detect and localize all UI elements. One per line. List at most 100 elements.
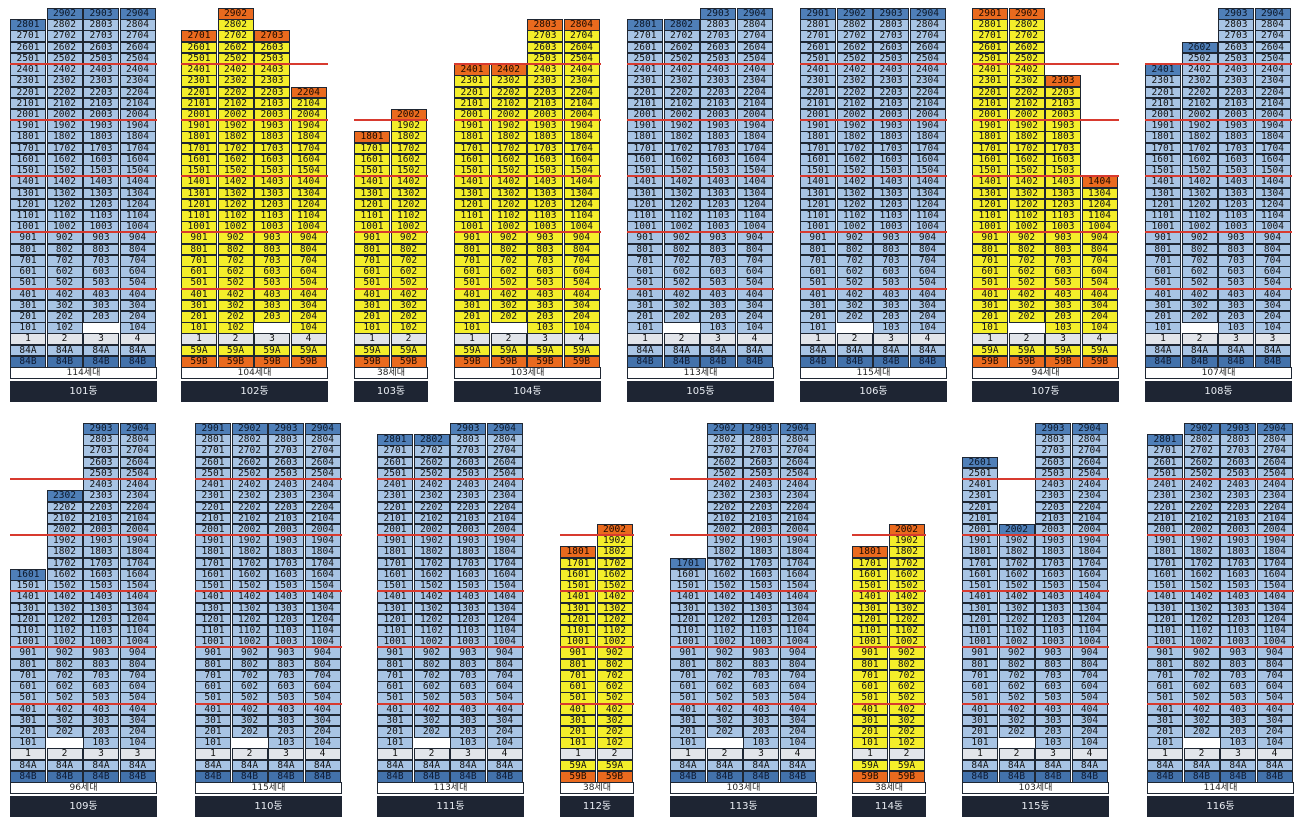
unit-cell[interactable]: 1903 [1045, 120, 1081, 132]
unit-cell[interactable]: 704 [119, 669, 156, 682]
unit-cell[interactable]: 304 [290, 299, 327, 312]
unit-cell[interactable]: 401 [454, 288, 490, 301]
unit-cell[interactable]: 804 [119, 658, 156, 671]
unit-cell[interactable]: 1303 [743, 602, 779, 615]
unit-cell[interactable]: 601 [10, 681, 46, 693]
unit-cell[interactable]: 2202 [1183, 501, 1220, 514]
unit-cell[interactable]: 1301 [195, 602, 231, 615]
unit-cell[interactable]: 1602 [46, 153, 83, 166]
unit-cell[interactable]: 701 [195, 669, 231, 682]
unit-cell[interactable]: 1102 [490, 209, 527, 222]
unit-cell[interactable]: 101 [454, 322, 490, 334]
unit-cell[interactable]: 1401 [560, 591, 596, 604]
unit-cell[interactable]: 1104 [779, 624, 816, 637]
unit-cell[interactable]: 703 [743, 669, 779, 682]
unit-cell[interactable]: 701 [1145, 254, 1181, 267]
unit-cell[interactable]: 103 [83, 737, 119, 749]
unit-cell[interactable]: 2404 [119, 64, 156, 76]
unit-cell[interactable]: 1801 [195, 546, 231, 559]
unit-cell[interactable]: 1304 [1071, 602, 1108, 615]
unit-cell[interactable]: 1304 [119, 602, 156, 615]
unit-cell[interactable]: 901 [10, 647, 46, 660]
unit-cell[interactable]: 1602 [390, 153, 427, 166]
unit-cell[interactable]: 2902 [1008, 8, 1045, 20]
unit-cell[interactable]: 304 [1256, 714, 1293, 727]
unit-cell[interactable]: 404 [1256, 703, 1293, 716]
unit-cell[interactable]: 1702 [46, 142, 83, 155]
unit-cell[interactable]: 2403 [254, 64, 290, 76]
unit-cell[interactable]: 2703 [450, 445, 486, 458]
unit-cell[interactable]: 704 [1081, 254, 1118, 267]
unit-cell[interactable]: 1401 [181, 176, 217, 189]
unit-cell[interactable]: 701 [10, 254, 46, 267]
unit-cell[interactable]: 2404 [779, 479, 816, 491]
unit-cell[interactable]: 2703 [254, 30, 290, 43]
unit-cell[interactable]: 303 [527, 299, 563, 312]
unit-cell[interactable]: 901 [354, 232, 390, 245]
unit-cell[interactable]: 1803 [700, 131, 736, 144]
unit-cell[interactable]: 1402 [1181, 176, 1218, 189]
unit-cell[interactable]: 1202 [596, 613, 633, 626]
unit-cell[interactable]: 404 [119, 703, 156, 716]
unit-cell[interactable]: 2102 [217, 97, 254, 110]
unit-cell[interactable]: 1202 [663, 198, 700, 211]
unit-cell[interactable]: 1103 [83, 624, 119, 637]
unit-cell[interactable]: 202 [1008, 310, 1045, 323]
unit-cell[interactable]: 2702 [706, 445, 743, 458]
unit-cell[interactable]: 2201 [972, 86, 1008, 99]
unit-cell[interactable]: 1902 [706, 535, 743, 547]
unit-cell[interactable]: 803 [700, 243, 736, 256]
unit-cell[interactable]: 1702 [413, 557, 450, 570]
unit-cell[interactable]: 1103 [450, 624, 486, 637]
unit-cell[interactable]: 801 [454, 243, 490, 256]
unit-cell[interactable]: 1104 [563, 209, 600, 222]
unit-cell[interactable]: 1703 [527, 142, 563, 155]
unit-cell[interactable]: 203 [1220, 725, 1256, 738]
unit-cell[interactable]: 702 [1181, 254, 1218, 267]
unit-cell[interactable]: 802 [706, 658, 743, 671]
unit-cell[interactable]: 2202 [663, 86, 700, 99]
unit-cell[interactable]: 2601 [972, 41, 1008, 54]
unit-cell[interactable]: 2303 [450, 490, 486, 503]
unit-cell[interactable]: 1202 [46, 198, 83, 211]
unit-cell[interactable]: 404 [304, 703, 341, 716]
unit-cell[interactable]: 1303 [83, 602, 119, 615]
unit-cell[interactable]: 802 [998, 658, 1035, 671]
unit-cell[interactable]: 803 [1220, 658, 1256, 671]
unit-cell[interactable]: 1402 [998, 591, 1035, 604]
unit-cell[interactable]: 2801 [195, 434, 231, 446]
unit-cell[interactable]: 2102 [706, 512, 743, 525]
unit-cell[interactable]: 1404 [486, 591, 523, 604]
unit-cell[interactable]: 203 [1035, 725, 1071, 738]
unit-cell[interactable]: 1104 [486, 624, 523, 637]
unit-cell[interactable]: 104 [119, 322, 156, 334]
unit-cell[interactable]: 2204 [736, 86, 773, 99]
unit-cell[interactable]: 1904 [290, 120, 327, 132]
unit-cell[interactable]: 1203 [83, 198, 119, 211]
unit-cell[interactable]: 404 [563, 288, 600, 301]
unit-cell[interactable]: 602 [663, 266, 700, 278]
unit-cell[interactable]: 603 [254, 266, 290, 278]
unit-cell[interactable]: 202 [888, 725, 925, 738]
unit-cell[interactable]: 1901 [181, 120, 217, 132]
unit-cell[interactable]: 1701 [962, 557, 998, 570]
unit-cell[interactable]: 302 [217, 299, 254, 312]
unit-cell[interactable]: 804 [1071, 658, 1108, 671]
unit-cell[interactable]: 2601 [627, 41, 663, 54]
unit-cell[interactable]: 301 [962, 714, 998, 727]
unit-cell[interactable]: 1603 [254, 153, 290, 166]
unit-cell[interactable]: 2104 [563, 97, 600, 110]
unit-cell[interactable]: 2304 [909, 75, 946, 88]
unit-cell[interactable]: 802 [888, 658, 925, 671]
unit-cell[interactable]: 703 [450, 669, 486, 682]
unit-cell[interactable]: 1702 [1183, 557, 1220, 570]
unit-cell[interactable]: 604 [1254, 266, 1291, 278]
unit-cell[interactable]: 1303 [1220, 602, 1256, 615]
unit-cell[interactable]: 402 [1008, 288, 1045, 301]
unit-cell[interactable]: 2403 [873, 64, 909, 76]
unit-cell[interactable]: 701 [10, 669, 46, 682]
unit-cell[interactable]: 1301 [972, 187, 1008, 200]
unit-cell[interactable]: 1301 [962, 602, 998, 615]
unit-cell[interactable]: 701 [560, 669, 596, 682]
unit-cell[interactable]: 1604 [1254, 153, 1291, 166]
